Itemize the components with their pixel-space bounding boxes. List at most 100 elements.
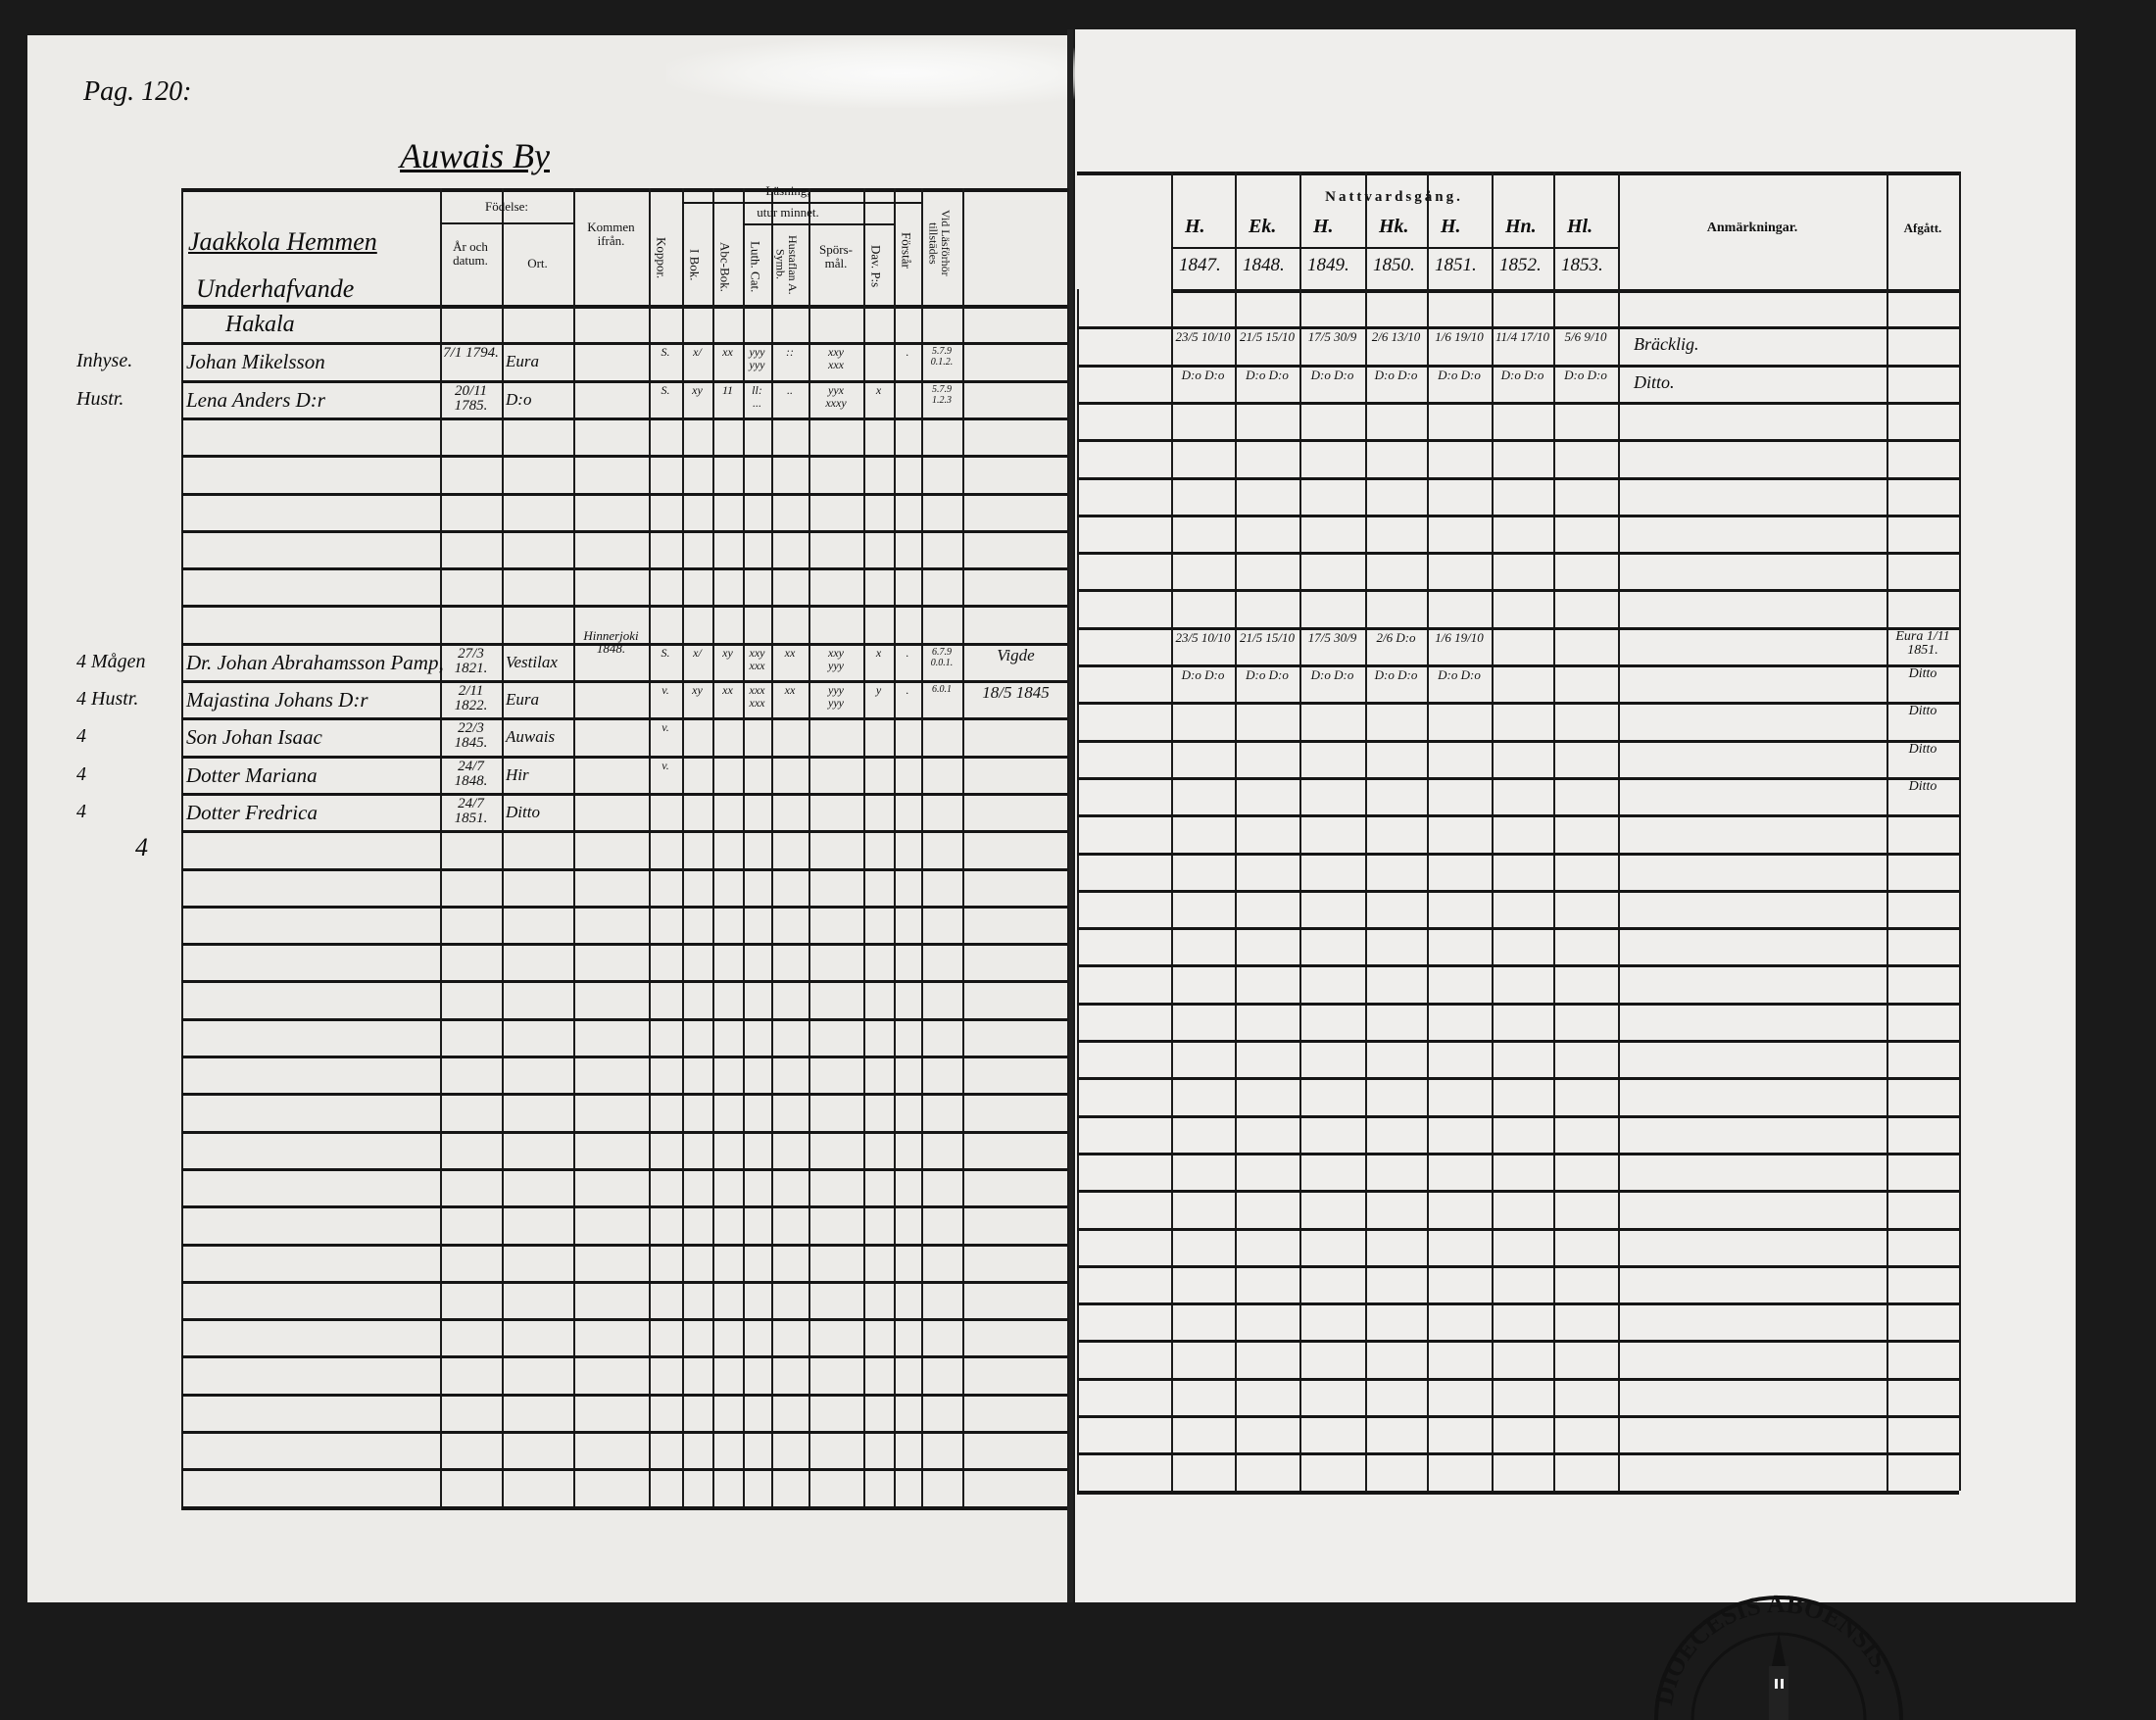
entry-questions: xxy xxx: [828, 345, 844, 372]
communion-dates: 23/5 10/10: [1175, 629, 1231, 645]
village-title: Auwais By: [400, 136, 550, 175]
reading-header: Läsning,: [765, 183, 810, 198]
remarks-header: Anmärkningar.: [1706, 221, 1798, 235]
row-rule: [181, 1017, 1067, 1021]
book-spine: [1067, 29, 1073, 1602]
entry-departed: Ditto: [1908, 704, 1937, 719]
entry-present: 5.7.9 1.2.3: [932, 383, 952, 406]
entry-extra-note: 18/5 1845: [982, 683, 1050, 702]
row-rule: [1077, 1302, 1959, 1306]
row-rule: [1077, 964, 1959, 968]
place-header: Ort.: [527, 256, 548, 270]
entry-luth: xxy xxx: [749, 645, 765, 672]
entry-luth: yyy yyy: [749, 345, 765, 372]
column-rule: [440, 188, 442, 1506]
entry-present: 6.0.1: [932, 684, 952, 695]
row-rule: [181, 605, 1067, 609]
column-rule: [181, 188, 183, 1506]
row-rule: [1077, 814, 1959, 818]
entry-understands: .: [906, 345, 909, 360]
entry-remarks: Bräcklig.: [1634, 334, 1699, 355]
entry-role: 4: [76, 762, 86, 785]
margin-mark: 4: [135, 833, 148, 861]
entry-present: 6.7.9 0.0.1.: [930, 646, 954, 668]
column-rule: [1171, 172, 1173, 1491]
entry-smallpox: S.: [661, 345, 670, 360]
communion-dates: 1/6 19/10: [1435, 329, 1484, 345]
column-rule: [771, 188, 773, 1506]
book-header: I Bok.: [687, 248, 703, 281]
row-rule: [181, 642, 1067, 646]
dependents-label: Underhafvande: [196, 274, 355, 303]
communion-dates: D:o D:o: [1181, 667, 1225, 682]
row-rule: [181, 1130, 1067, 1134]
column-rule: [1067, 188, 1069, 1506]
row-rule: [181, 529, 1067, 533]
communion-dates: D:o D:o: [1310, 667, 1354, 682]
table-top-rule: [181, 188, 1067, 192]
column-rule: [1427, 172, 1429, 1491]
row-rule: [1077, 1264, 1959, 1268]
row-rule: [1077, 927, 1959, 931]
entry-role: Hustr.: [76, 387, 124, 410]
understands-header: Förstår: [899, 231, 914, 269]
row-rule: [1077, 664, 1959, 667]
row-rule: [181, 1468, 1067, 1472]
year-header: 1850.: [1373, 255, 1415, 275]
row-rule: [1077, 1227, 1959, 1231]
entry-understands: .: [906, 683, 909, 697]
column-rule: [1553, 172, 1555, 1491]
row-rule: [181, 1280, 1067, 1284]
entry-departed: Ditto: [1908, 741, 1937, 757]
year-header: 1852.: [1499, 255, 1542, 275]
entry-departed: Ditto: [1908, 778, 1937, 794]
entry-name: Lena Anders D:r: [186, 387, 325, 412]
household-name: Hakala: [225, 312, 295, 337]
year-header: 1851.: [1435, 255, 1477, 275]
row-rule: [1077, 401, 1959, 405]
row-rule: [181, 342, 1067, 346]
questions-header: Spörs-mål.: [819, 242, 853, 270]
row-rule: [181, 455, 1067, 459]
row-rule: [181, 1243, 1067, 1247]
entry-book: xy: [692, 382, 703, 397]
column-rule: [1299, 172, 1301, 1491]
abc-header: Abc-Bok.: [717, 241, 733, 292]
row-rule: [1077, 1340, 1959, 1344]
row-rule: [1077, 776, 1959, 780]
row-rule: [1077, 1490, 1959, 1495]
entry-birth-place: Eura: [506, 352, 539, 371]
entry-name: Son Johan Isaac: [186, 725, 322, 750]
entry-came-from: Hinnerjoki 1848.: [583, 627, 642, 656]
row-rule: [1077, 626, 1959, 630]
column-rule: [894, 188, 896, 1506]
page-number: Pag. 120:: [83, 76, 192, 107]
entry-birth-place: D:o: [506, 389, 532, 409]
column-rule: [743, 188, 745, 1506]
row-rule: [181, 1505, 1067, 1510]
communion-dates: D:o D:o: [1438, 367, 1481, 382]
entry-hustaflan: ::: [786, 345, 794, 360]
markers-subrule: [1171, 247, 1618, 249]
came-from-header: Kommen ifrån.: [587, 220, 635, 248]
communion-marker: Ek.: [1249, 216, 1277, 237]
year-header: 1848.: [1243, 255, 1285, 275]
smallpox-header: Koppor.: [654, 236, 669, 279]
entry-abc: xx: [722, 683, 733, 697]
column-rule: [1959, 172, 1961, 1491]
entry-questions: yyy yyy: [828, 683, 844, 711]
year-date-header: År och datum.: [453, 239, 488, 268]
column-rule: [1618, 172, 1620, 1491]
row-rule: [1077, 364, 1959, 368]
year-header: 1847.: [1179, 255, 1221, 275]
entry-hustaflan: xx: [784, 683, 796, 697]
entry-questions: xxy yyy: [828, 645, 844, 672]
row-rule: [181, 417, 1067, 420]
column-rule: [1886, 172, 1888, 1491]
row-rule: [1077, 476, 1959, 480]
communion-header: Nattvardsgång.: [1325, 189, 1463, 205]
communion-dates: D:o D:o: [1564, 367, 1607, 382]
entry-extra-note: Vigde: [997, 645, 1035, 664]
entry-birth-date: 22/3 1845.: [454, 720, 488, 752]
present-header: Vid Läsförhör tillstädes: [926, 210, 954, 276]
